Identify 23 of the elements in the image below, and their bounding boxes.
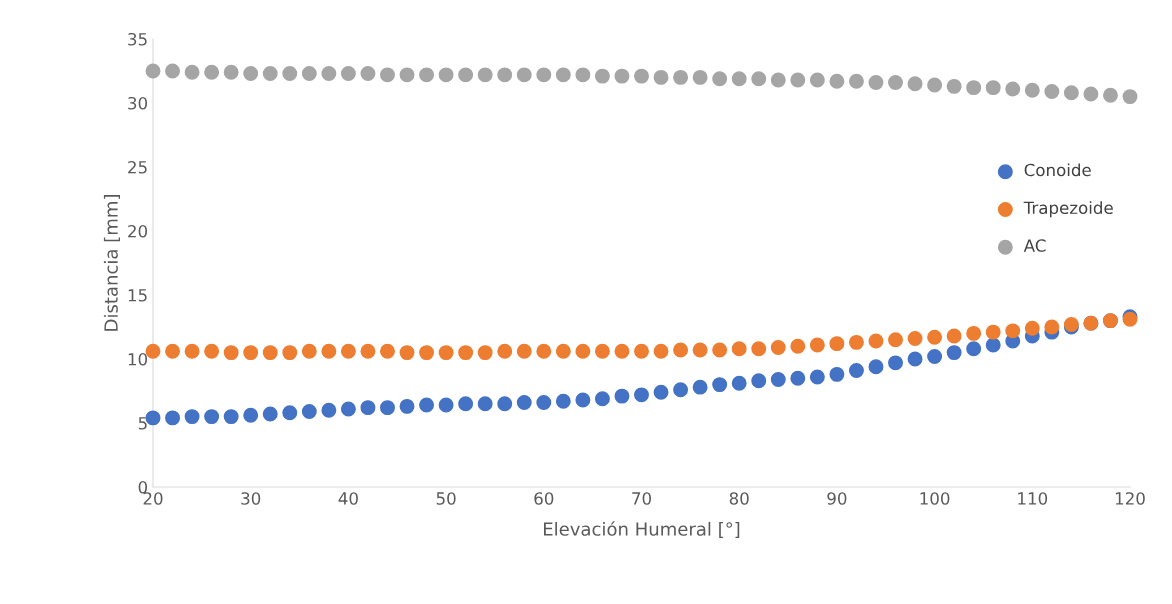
y-tick-label: 25	[128, 160, 147, 174]
x-tick-label: 100	[920, 492, 950, 505]
x-tick-label: 40	[338, 492, 358, 505]
x-axis-title: Elevación Humeral [°]	[544, 521, 740, 538]
x-tick-label: 70	[632, 492, 651, 505]
y-tick-label: 20	[128, 224, 148, 238]
y-tick-label: 5	[138, 417, 147, 430]
y-tick-label: 35	[128, 32, 147, 46]
y-tick-label: 15	[128, 289, 147, 302]
x-tick-label: 50	[436, 492, 456, 505]
x-tick-label: 120	[1115, 492, 1145, 505]
x-tick-label: 60	[534, 492, 554, 505]
legend-label: Trapezoide	[1023, 201, 1113, 218]
x-tick-label: 30	[241, 492, 261, 505]
y-tick-label: 0	[138, 480, 148, 494]
legend-label: AC	[1023, 239, 1046, 252]
x-tick-label: 110	[1018, 492, 1048, 505]
x-tick-label: 80	[729, 492, 749, 505]
y-axis-title: Distancia [mm]	[103, 195, 120, 331]
y-tick-label: 10	[128, 352, 148, 366]
y-tick-label: 30	[128, 96, 148, 110]
x-tick-label: 90	[827, 492, 847, 505]
legend-label: Conoide	[1024, 163, 1091, 177]
